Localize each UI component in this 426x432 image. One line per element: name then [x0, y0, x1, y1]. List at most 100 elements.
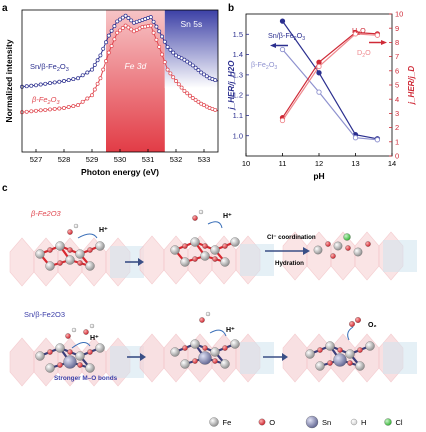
- o-atom: [327, 360, 333, 366]
- panel-b-right-tick-label: 2: [395, 123, 399, 132]
- o-atom: [202, 345, 208, 351]
- o-atom: [222, 345, 228, 351]
- fe-atom-icon: [209, 417, 219, 427]
- panel-a-point: [174, 79, 178, 83]
- fe-atom: [45, 363, 55, 373]
- legend-label-sn: Sn: [322, 418, 331, 427]
- panel-b-series-line-3: [282, 33, 378, 121]
- panel-a-point: [104, 59, 108, 64]
- sn-5s-region: [164, 10, 218, 89]
- fe-atom: [85, 363, 95, 373]
- left-axis-pointer-icon: [270, 43, 276, 48]
- fe-atom: [200, 251, 210, 261]
- panel-a-point: [57, 79, 62, 84]
- fe-atom: [45, 261, 55, 271]
- panel-a-x-tick-label: 533: [198, 155, 211, 164]
- panel-a-point: [202, 72, 206, 77]
- h-atom: [89, 323, 95, 329]
- panel-a-point: [52, 80, 57, 85]
- panel-a-point: [34, 83, 38, 88]
- panel-a-point: [90, 93, 94, 98]
- panel-b-letter: b: [228, 3, 234, 14]
- legend-label-o: O: [269, 418, 275, 427]
- o-atom: [67, 247, 73, 253]
- fe-atom: [85, 261, 95, 271]
- h-atom: [73, 223, 79, 229]
- panel-a-point: [112, 37, 117, 42]
- panel-a-point: [76, 76, 80, 81]
- fe-atom: [220, 359, 230, 369]
- sn-atom: [333, 353, 347, 367]
- panel-a-point: [24, 109, 29, 114]
- panel-b-series-label-0: Sn/β-Fe2O3: [268, 31, 305, 42]
- panel-a-point: [196, 68, 201, 73]
- lattice-slab: [354, 333, 380, 383]
- lattice-slab: [163, 333, 189, 383]
- o-atom: [222, 243, 228, 249]
- panel-b-x-tick-label: 14: [388, 159, 396, 168]
- panel-a-point: [213, 78, 218, 83]
- panel-a-x-tick-label: 527: [30, 155, 43, 164]
- panel-a-point: [104, 40, 108, 45]
- panel-b-right-tick-label: 0: [395, 152, 399, 161]
- o-atom: [345, 245, 351, 251]
- panel-a-point: [126, 25, 131, 30]
- panel-a-point: [182, 57, 187, 62]
- panel-b-right-tick-label: 4: [395, 95, 399, 104]
- panel-b-x-tick-label: 13: [351, 159, 359, 168]
- panel-a-point: [62, 106, 66, 110]
- o-atom: [317, 347, 323, 353]
- panel-a-point: [129, 27, 134, 32]
- panel-a-point: [171, 75, 176, 80]
- o-atom: [192, 358, 198, 364]
- panel-a-point: [188, 93, 192, 98]
- h-atom: [205, 311, 211, 317]
- panel-a-point: [48, 107, 52, 112]
- panel-b-point: [316, 89, 322, 95]
- panel-a-point: [115, 19, 120, 24]
- panel-a-point: [123, 23, 128, 28]
- fe-atom: [210, 347, 220, 357]
- panel-b-x-axis-title: pH: [313, 171, 324, 181]
- o-atom: [330, 253, 336, 259]
- o-atom: [67, 349, 73, 355]
- panel-a-point: [176, 82, 181, 87]
- panel-b-x-tick-label: 12: [315, 159, 323, 168]
- fe-atom: [210, 245, 220, 255]
- fe-atom: [75, 249, 85, 259]
- panel-a-point: [29, 109, 34, 114]
- panel-a-point: [112, 24, 117, 29]
- panel-a-x-axis-title: Photon energy (eV): [81, 167, 159, 177]
- panel-b-right-tick-label: 9: [395, 24, 399, 33]
- panel-a-point: [126, 16, 131, 20]
- fe-atom: [345, 349, 355, 359]
- fe-atom: [35, 351, 45, 361]
- lattice-slab-edge: [383, 240, 417, 272]
- panel-a-point: [171, 50, 176, 55]
- o-atom: [77, 260, 83, 266]
- o-atom: [325, 241, 331, 247]
- o-atom: [57, 362, 63, 368]
- panel-b-point: [374, 137, 381, 143]
- panel-a-point: [193, 97, 198, 102]
- panel-a-point: [95, 58, 100, 63]
- fe-atom: [230, 237, 240, 247]
- panel-a-point: [196, 99, 201, 104]
- panel-b-point: [279, 117, 286, 124]
- panel-a-point: [92, 62, 97, 67]
- fe-atom: [315, 361, 325, 371]
- o-atom: [182, 345, 188, 351]
- panel-a-x-tick-label: 530: [114, 155, 127, 164]
- panel-a-point: [29, 83, 34, 88]
- panel-b-right-tick-label: 6: [395, 66, 399, 75]
- panel-a-point: [129, 18, 134, 23]
- fe-atom: [190, 237, 200, 247]
- row1-material-label: β-Fe2O3: [30, 209, 62, 218]
- panel-a-point: [151, 19, 156, 24]
- lattice-slab-edge: [383, 342, 417, 374]
- panel-a-point: [76, 103, 80, 108]
- panel-a-x-tick-label: 529: [86, 155, 99, 164]
- o2-label: O₂: [368, 322, 377, 329]
- panel-a-point: [90, 67, 94, 72]
